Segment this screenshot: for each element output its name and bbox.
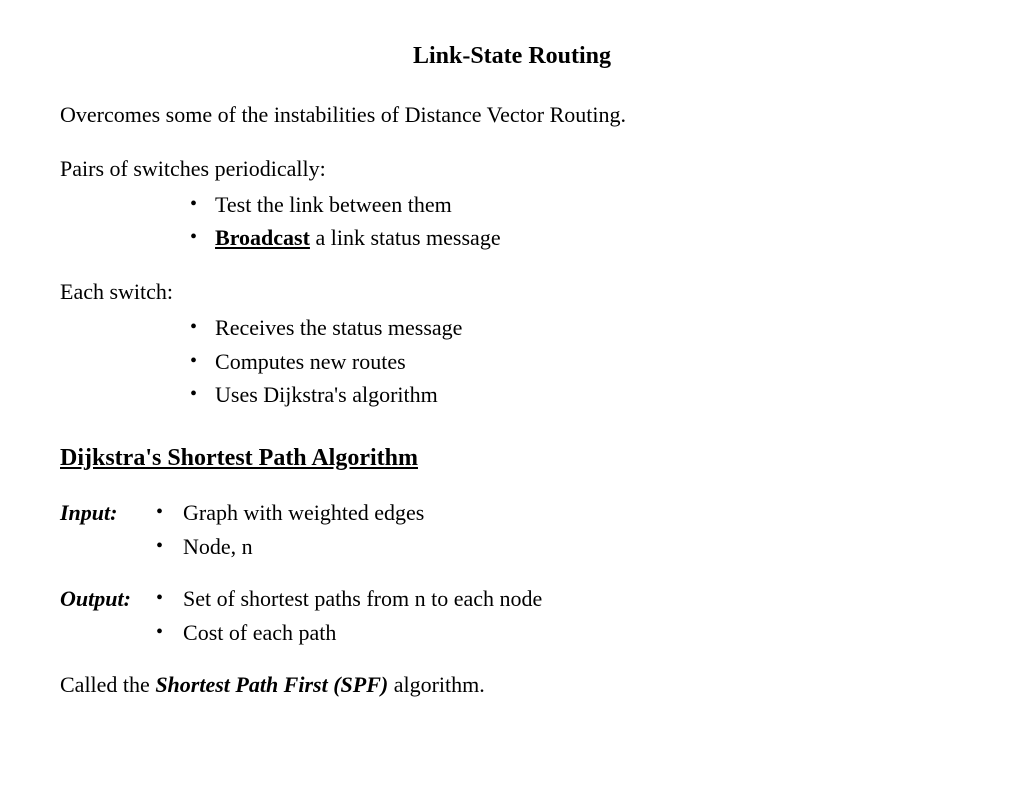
pairs-heading: Pairs of switches periodically: [60,154,964,184]
input-label: Input: [60,498,148,528]
bullet-icon: • [156,619,163,646]
list-item: • Uses Dijkstra's algorithm [190,380,964,410]
slide-title: Link-State Routing [60,40,964,72]
input-item-text: Graph with weighted edges [183,498,424,528]
bullet-icon: • [156,533,163,560]
list-item-text: Computes new routes [215,347,406,377]
input-item-text: Node, n [183,532,253,562]
output-row: • Cost of each path [60,618,964,648]
list-item: • Receives the status message [190,313,964,343]
each-list: • Receives the status message • Computes… [60,313,964,410]
bullet-icon: • [190,317,197,337]
output-label: Output: [60,584,148,614]
list-item-text: Broadcast a link status message [215,223,501,253]
list-item: • Computes new routes [190,347,964,377]
slide-container: Link-State Routing Overcomes some of the… [0,0,1024,746]
output-item-text: Set of shortest paths from n to each nod… [183,584,542,614]
pairs-list: • Test the link between them • Broadcast… [60,190,964,253]
list-item: • Broadcast a link status message [190,223,964,253]
list-item-text: Uses Dijkstra's algorithm [215,380,438,410]
list-item-text: Receives the status message [215,313,462,343]
spf-emphasis: Shortest Path First (SPF) [155,672,388,697]
broadcast-emphasis: Broadcast [215,225,310,250]
section2-title: Dijkstra's Shortest Path Algorithm [60,442,964,474]
bullet-icon: • [190,351,197,371]
bullet-icon: • [156,585,163,612]
list-item: • Test the link between them [190,190,964,220]
closing-paragraph: Called the Shortest Path First (SPF) alg… [60,670,964,700]
input-row: Input: • Graph with weighted edges [60,498,964,528]
list-item-text: Test the link between them [215,190,452,220]
output-item-text: Cost of each path [183,618,336,648]
output-row: Output: • Set of shortest paths from n t… [60,584,964,614]
bullet-icon: • [156,499,163,526]
bullet-icon: • [190,384,197,404]
section-dijkstra: Dijkstra's Shortest Path Algorithm Input… [60,442,964,700]
each-heading: Each switch: [60,277,964,307]
intro-paragraph: Overcomes some of the instabilities of D… [60,100,964,130]
input-row: • Node, n [60,532,964,562]
bullet-icon: • [190,194,197,214]
bullet-icon: • [190,227,197,247]
